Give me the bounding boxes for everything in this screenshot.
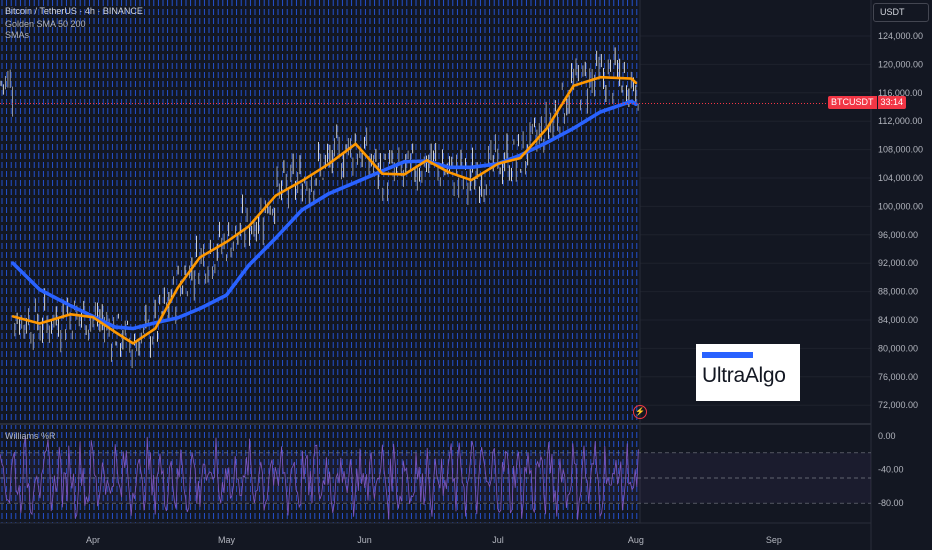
price-tick-label: 96,000.00 [878, 230, 918, 240]
time-tick-label: Sep [766, 535, 782, 545]
indicator-label-smas[interactable]: SMAs [5, 30, 30, 40]
bar-countdown: 33:14 [877, 96, 907, 109]
last-price-tag: BTCUSDT 33:14 [828, 96, 907, 109]
time-tick-label: Apr [86, 535, 100, 545]
price-tick-label: 108,000.00 [878, 145, 923, 155]
price-tag-symbol: BTCUSDT [828, 96, 877, 109]
price-tick-label: 104,000.00 [878, 173, 923, 183]
oscillator-tick-label: -80.00 [878, 498, 904, 508]
oscillator-tick-label: 0.00 [878, 431, 896, 441]
time-tick-label: Jun [357, 535, 372, 545]
indicator-label-golden-sma[interactable]: Golden SMA 50 200 [5, 19, 86, 29]
price-tick-label: 72,000.00 [878, 400, 918, 410]
logo-text: UltraAlgo [702, 364, 786, 387]
sma-50-line [11, 75, 638, 345]
price-tick-label: 76,000.00 [878, 372, 918, 382]
price-axis[interactable]: 124,000.00 120,000.00 116,000.00 112,000.00… [878, 31, 923, 410]
time-tick-label: May [218, 535, 236, 545]
williams-r-pane: 0.00 -40.00 -80.00 [0, 431, 904, 520]
ultraalgo-logo: UltraAlgo [696, 344, 800, 401]
symbol-info[interactable]: Bitcoin / TetherUS · 4h · BINANCE [5, 6, 143, 16]
price-candles [0, 47, 639, 369]
price-tick-label: 116,000.00 [878, 88, 922, 98]
price-tick-label: 80,000.00 [878, 343, 918, 353]
price-tick-label: 112,000.00 [878, 116, 922, 126]
indicator-label-williams-r[interactable]: Williams %R [5, 431, 56, 441]
price-tick-label: 88,000.00 [878, 287, 918, 297]
price-tick-label: 100,000.00 [878, 201, 923, 211]
oscillator-tick-label: -40.00 [878, 465, 904, 475]
vertical-grid [1, 0, 638, 523]
sma-series [11, 75, 638, 345]
time-tick-label: Jul [492, 535, 504, 545]
lightning-icon[interactable]: ⚡ [633, 405, 647, 419]
price-tick-label: 84,000.00 [878, 315, 918, 325]
price-tick-label: 124,000.00 [878, 31, 923, 41]
time-tick-label: Aug [628, 535, 644, 545]
sma-200-line [11, 99, 638, 331]
time-axis[interactable]: Apr May Jun Jul Aug Sep [86, 535, 782, 545]
price-tick-label: 120,000.00 [878, 59, 923, 69]
logo-bar [702, 352, 753, 358]
price-tick-label: 92,000.00 [878, 258, 918, 268]
currency-button[interactable]: USDT [873, 3, 929, 22]
williams-r-line [0, 436, 639, 520]
